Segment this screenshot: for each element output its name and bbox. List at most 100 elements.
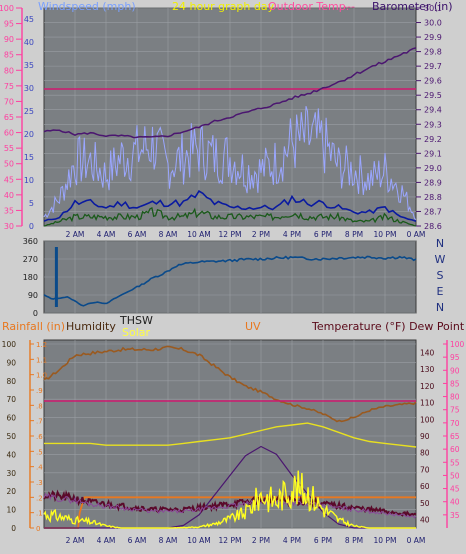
barometer-tick-label: 29.2 xyxy=(424,135,442,144)
barometer-tick-label: 30.0 xyxy=(424,19,442,28)
left-tick-label: 85 xyxy=(4,51,14,60)
wind-tick-label: 25 xyxy=(24,107,34,116)
temp-tick-label: 50 xyxy=(420,499,430,508)
x-tick-label: 6 AM xyxy=(128,230,147,239)
left-tick-label: 40 xyxy=(4,191,14,200)
wind-tick-label: 30 xyxy=(24,84,34,93)
dew-tick-label: 95 xyxy=(450,353,460,362)
x-tick-label: 2 PM xyxy=(252,536,270,545)
wind-tick-label: 40 xyxy=(24,38,34,47)
dew-tick-label: 40 xyxy=(450,498,460,507)
left-tick-label: 90 xyxy=(4,35,14,44)
humidity-tick-label: 100 xyxy=(2,340,17,349)
lower-x-ticks: 2 AM 4 AM 6 AM 8 AM 10 AM 12 PM 2 PM 4 PM 6 PM 8 … xyxy=(66,536,426,545)
left-tick-label: 80 xyxy=(4,66,14,75)
dew-tick-label: 75 xyxy=(450,406,460,415)
barometer-tick-label: 29.5 xyxy=(424,91,442,100)
barometer-axis: 28.6 28.7 28.8 28.9 29.0 29.1 29.2 29.3 29.4 29.5… xyxy=(416,4,442,231)
rain-tick-label: .8 xyxy=(36,402,43,410)
left-tick-label: 50 xyxy=(4,160,14,169)
compass-label: W xyxy=(435,253,446,266)
rain-tick-label: 0 xyxy=(36,525,40,533)
compass-label: N xyxy=(436,301,444,314)
dash-label: --- xyxy=(343,0,355,13)
direction-tick-label: 90 xyxy=(28,291,38,300)
left-tick-label: 60 xyxy=(4,129,14,138)
windspeed-label: Windspeed (mph) xyxy=(38,0,136,13)
dew-tick-label: 50 xyxy=(450,471,460,480)
left-tick-label: 55 xyxy=(4,144,14,153)
temp-dew-label: Temperature (°F) Dew Point (°F) xyxy=(311,320,466,333)
barometer-tick-label: 29.7 xyxy=(424,62,442,71)
wind-tick-label: 20 xyxy=(24,130,34,139)
wind-series xyxy=(43,47,417,227)
wind-x-ticks: 2 AM 4 AM 6 AM 8 AM 10 AM 12 PM 2 PM 4 PM 6 PM 8 … xyxy=(66,230,426,239)
barometer-tick-label: 30.1 xyxy=(424,4,442,13)
outdoor-temp-label: Outdoor Temp. xyxy=(268,0,349,13)
barometer-tick-label: 28.9 xyxy=(424,178,442,187)
x-tick-label: 10 AM xyxy=(187,536,211,545)
dew-tick-label: 55 xyxy=(450,458,460,467)
x-tick-label: 10 PM xyxy=(374,536,397,545)
dew-tick-label: 65 xyxy=(450,432,460,441)
rain-tick-label: .5 xyxy=(36,448,43,456)
left-tick-label: 35 xyxy=(4,206,14,215)
lower-axes: 0 10 20 30 40 50 60 70 80 90 100 0 .1 .2 .3 .4 .5 .6 .7 .8.… xyxy=(2,340,465,533)
humidity-tick-label: 80 xyxy=(6,377,16,386)
rain-tick-label: 1.0 xyxy=(36,372,47,380)
x-tick-label: 12 PM xyxy=(219,230,242,239)
windspeed-inner-axis: 0 5 10 15 20 25 30 35 40 45 xyxy=(24,15,34,231)
direction-tick-label: 360 xyxy=(23,237,38,246)
humidity-tick-label: 40 xyxy=(6,450,16,459)
solar-line xyxy=(43,470,416,529)
dew-tick-label: 60 xyxy=(450,445,460,454)
temp-tick-label: 80 xyxy=(420,449,430,458)
windspeed-left-axis: 30 35 40 45 50 55 60 65 70 75 80 85 90 95 100 xyxy=(0,4,23,231)
wind-tick-label: 45 xyxy=(24,15,34,24)
wind-avg-line xyxy=(43,190,417,223)
barometer-tick-label: 29.6 xyxy=(424,77,442,86)
x-tick-label: 10 PM xyxy=(374,230,397,239)
barometer-tick-label: 28.8 xyxy=(424,193,442,202)
x-tick-label: 2 PM xyxy=(252,230,270,239)
left-tick-label: 30 xyxy=(4,222,14,231)
barometer-tick-label: 29.1 xyxy=(424,149,442,158)
x-tick-label: 6 AM xyxy=(128,536,147,545)
direction-axis: 0 90 180 270 360 xyxy=(23,237,38,318)
humidity-tick-label: 90 xyxy=(6,358,16,367)
dew-tick-label: 85 xyxy=(450,379,460,388)
wind-tick-label: 0 xyxy=(29,222,34,231)
wind-grid xyxy=(44,7,416,227)
humidity-tick-label: 20 xyxy=(6,487,16,496)
compass-label: N xyxy=(436,237,444,250)
temp-tick-label: 120 xyxy=(420,382,435,391)
uv-line xyxy=(44,445,416,529)
x-tick-label: 2 AM xyxy=(66,230,85,239)
barometer-tick-label: 29.9 xyxy=(424,33,442,42)
wind-gust-line xyxy=(43,105,417,221)
temp-tick-label: 130 xyxy=(420,365,435,374)
x-tick-label: 6 PM xyxy=(314,536,332,545)
compass-label: E xyxy=(437,285,444,298)
compass-label: S xyxy=(437,269,444,282)
graph-day-label: 24 hour graph day xyxy=(172,0,275,13)
temp-tick-label: 110 xyxy=(420,399,435,408)
solar-label: Solar xyxy=(122,326,151,339)
x-tick-label: 0 AM xyxy=(407,536,426,545)
direction-grid xyxy=(44,240,416,314)
dew-tick-label: 80 xyxy=(450,393,460,402)
wind-tick-label: 15 xyxy=(24,153,34,162)
barometer-tick-label: 29.4 xyxy=(424,106,442,115)
temp-tick-label: 100 xyxy=(420,415,435,424)
barometer-tick-label: 28.7 xyxy=(424,207,442,216)
wind-tick-label: 5 xyxy=(29,199,34,208)
wind-low-line xyxy=(43,206,417,227)
humidity-tick-label: 30 xyxy=(6,469,16,478)
temp-tick-label: 40 xyxy=(420,516,430,525)
barometer-tick-label: 29.3 xyxy=(424,120,442,129)
barometer-label: Barometer (in) xyxy=(372,0,453,13)
left-tick-label: 75 xyxy=(4,82,14,91)
rain-tick-label: .1 xyxy=(36,510,43,518)
temp-tick-label: 90 xyxy=(420,432,430,441)
